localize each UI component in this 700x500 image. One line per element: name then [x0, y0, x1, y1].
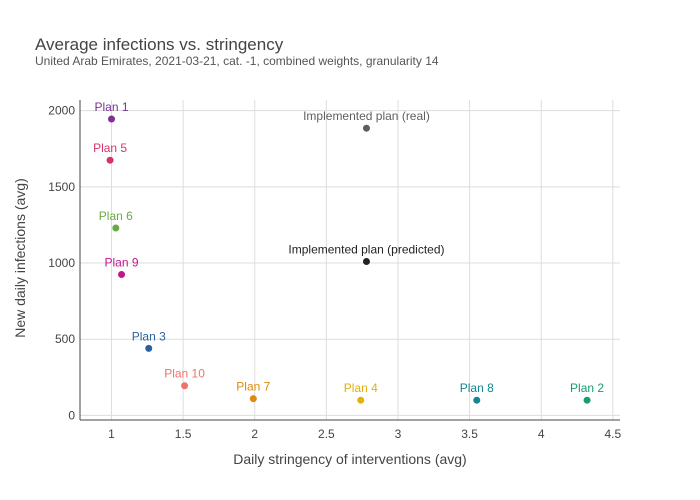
data-point-label: Plan 1 — [94, 100, 128, 114]
y-axis-label: New daily infections (avg) — [12, 178, 28, 338]
data-points: Plan 1 Plan 5 Plan 6 Plan 9 Plan 3 Plan 10 Pla… — [93, 100, 604, 404]
data-point — [249, 395, 257, 403]
data-point-label: Plan 3 — [132, 329, 166, 343]
data-point — [112, 224, 120, 232]
chart-subtitle: United Arab Emirates, 2021-03-21, cat. -… — [35, 54, 439, 68]
data-point — [362, 258, 370, 266]
x-tick-label: 1 — [108, 427, 115, 441]
x-tick-label: 4 — [538, 427, 545, 441]
data-point-label: Plan 9 — [105, 255, 139, 269]
data-point — [362, 124, 370, 132]
data-point-label: Plan 2 — [570, 381, 604, 395]
x-tick-label: 3.5 — [461, 427, 478, 441]
axes: 1 1.5 2 2.5 3 3.5 4 4.5 0 500 1000 1500 2000 — [48, 100, 622, 441]
data-point-label: Plan 10 — [164, 367, 205, 381]
x-axis-label: Daily stringency of interventions (avg) — [233, 451, 466, 467]
chart-title: Average infections vs. stringency — [35, 35, 284, 54]
data-point — [583, 396, 591, 404]
x-tick-label: 1.5 — [175, 427, 192, 441]
data-point-label: Plan 8 — [460, 381, 494, 395]
data-point-label: Implemented plan (predicted) — [288, 243, 444, 257]
data-point — [357, 396, 365, 404]
y-tick-label: 2000 — [48, 104, 75, 118]
x-tick-label: 2 — [251, 427, 258, 441]
data-point — [106, 156, 114, 164]
data-point-label: Implemented plan (real) — [303, 109, 430, 123]
y-tick-label: 500 — [55, 332, 75, 346]
x-tick-label: 2.5 — [318, 427, 335, 441]
data-point — [108, 115, 116, 123]
data-point — [118, 270, 126, 278]
data-point — [181, 382, 189, 390]
data-point-label: Plan 7 — [236, 380, 270, 394]
data-point — [145, 344, 153, 352]
x-tick-label: 4.5 — [604, 427, 621, 441]
data-point — [473, 396, 481, 404]
data-point-label: Plan 5 — [93, 141, 127, 155]
data-point-label: Plan 6 — [99, 209, 133, 223]
grid-lines — [80, 100, 620, 420]
data-point-label: Plan 4 — [344, 381, 378, 395]
y-tick-label: 0 — [68, 408, 75, 422]
y-tick-label: 1500 — [48, 180, 75, 194]
x-tick-label: 3 — [395, 427, 402, 441]
y-tick-label: 1000 — [48, 256, 75, 270]
